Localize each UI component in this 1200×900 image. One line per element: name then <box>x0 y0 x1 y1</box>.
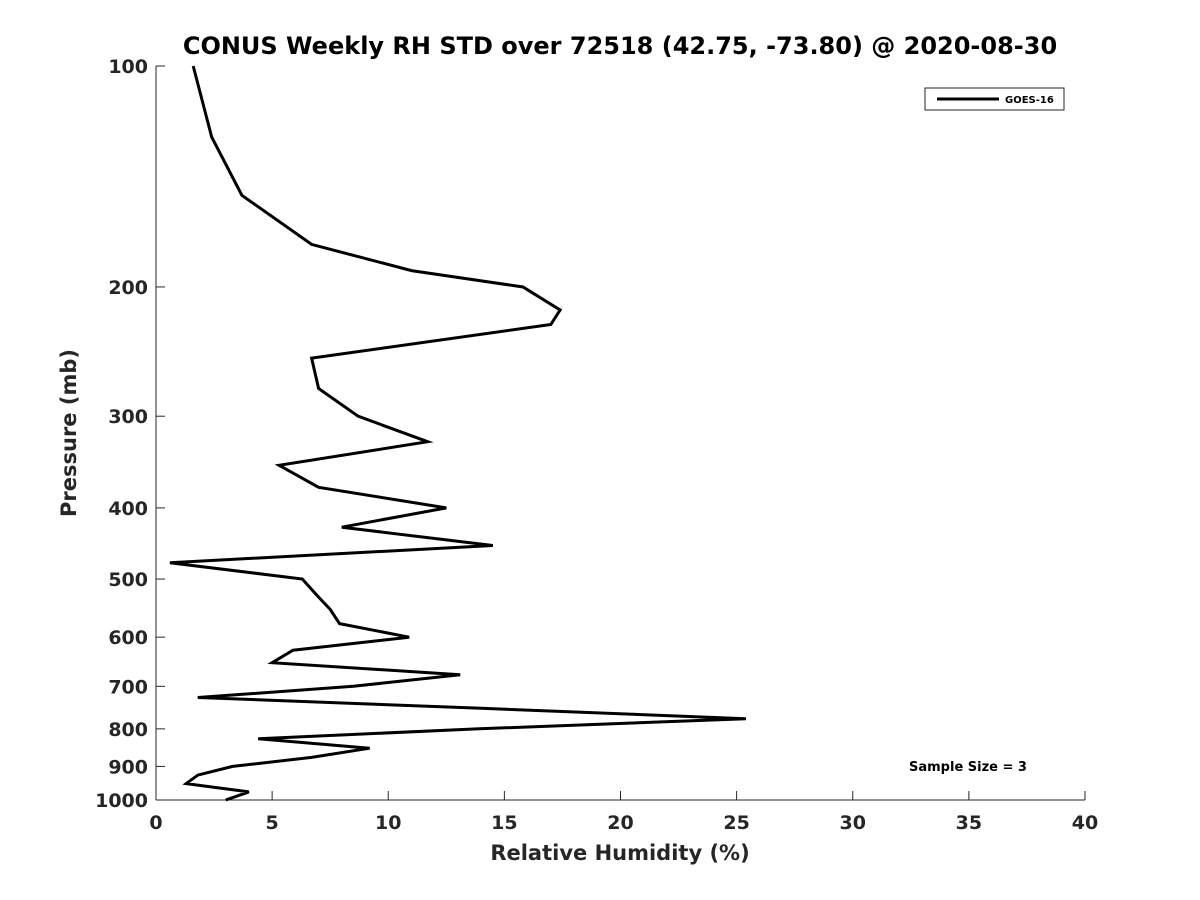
plot-area: 0 5 10 15 20 25 30 35 40 100 200 300 400 500 600 700 80… <box>95 56 1098 834</box>
legend-label-goes16: GOES-16 <box>1005 95 1054 106</box>
series-line-goes-16 <box>169 65 746 802</box>
x-tick-label: 25 <box>723 812 749 834</box>
y-tick-label: 400 <box>108 498 148 520</box>
x-tick-label: 15 <box>491 812 517 834</box>
y-tick-label: 1000 <box>95 790 148 812</box>
y-tick-label: 100 <box>108 56 148 78</box>
x-tick-label: 10 <box>375 812 401 834</box>
chart-title: CONUS Weekly RH STD over 72518 (42.75, -… <box>183 32 1057 60</box>
y-tick-label: 500 <box>108 569 148 591</box>
x-tick-label: 40 <box>1072 812 1098 834</box>
x-tick-label: 5 <box>266 812 279 834</box>
y-tick-label: 700 <box>108 676 148 698</box>
y-axis-label: Pressure (mb) <box>57 349 81 517</box>
legend: GOES-16 <box>924 87 1065 111</box>
y-tick-label: 300 <box>108 406 148 428</box>
y-tick-label: 900 <box>108 756 148 778</box>
x-tick-label: 20 <box>607 812 633 834</box>
sample-size-annotation: Sample Size = 3 <box>909 760 1027 775</box>
x-tick-label: 0 <box>149 812 162 834</box>
y-tick-label: 200 <box>108 277 148 299</box>
series-lines <box>169 65 746 802</box>
y-ticks: 100 200 300 400 500 600 700 800 900 1000 <box>95 56 165 812</box>
x-axis-label: Relative Humidity (%) <box>490 841 749 865</box>
x-ticks: 0 5 10 15 20 25 30 35 40 <box>149 791 1098 834</box>
x-tick-label: 35 <box>956 812 982 834</box>
y-tick-label: 800 <box>108 719 148 741</box>
y-tick-label: 600 <box>108 627 148 649</box>
x-tick-label: 30 <box>840 812 866 834</box>
